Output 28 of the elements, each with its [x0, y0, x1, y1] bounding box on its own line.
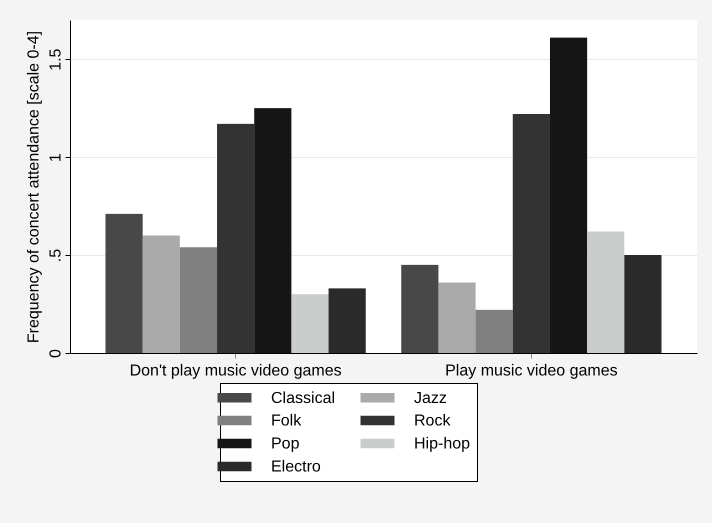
bar: [180, 247, 218, 353]
bar: [328, 288, 366, 353]
legend-label: Jazz: [414, 390, 447, 407]
bar: [217, 124, 254, 353]
legend-label: Folk: [271, 412, 302, 430]
bar: [401, 264, 438, 353]
legend-label: Pop: [271, 436, 300, 452]
bar: [254, 108, 292, 353]
bar: [142, 235, 180, 353]
legend-label: Electro: [271, 458, 321, 476]
bar: [550, 38, 588, 353]
y-tick-label: 0: [48, 348, 64, 358]
legend-label: Hip-hop: [414, 436, 470, 452]
bar: [512, 114, 550, 353]
x-tick-label: Play music video games: [445, 362, 618, 380]
bar: [587, 232, 624, 353]
legend-label: Rock: [414, 412, 452, 430]
y-tick-label: 1.5: [48, 48, 64, 71]
x-tick-label: Don't play music video games: [130, 362, 342, 380]
bar: [291, 294, 329, 353]
bar: [105, 214, 143, 353]
y-tick-label: 1: [48, 153, 64, 162]
legend-label: Classical: [271, 390, 336, 407]
y-tick-label: .5: [48, 248, 64, 262]
y-axis-title: Frequency of concert attendance [scale 0-4]: [26, 30, 42, 344]
bar: [438, 282, 476, 353]
bar: [476, 310, 513, 353]
bar: [624, 255, 662, 353]
